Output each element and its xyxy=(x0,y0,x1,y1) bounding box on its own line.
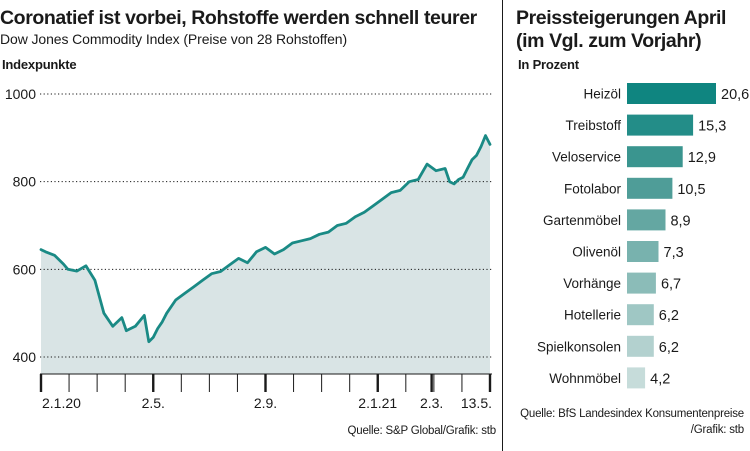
bar-value-label-3: 10,5 xyxy=(677,182,705,198)
y-tick-label-800: 800 xyxy=(13,174,37,190)
price-increase-panel: Preissteigerungen April (im Vgl. zum Vor… xyxy=(510,0,750,451)
bar-value-label-9: 4,2 xyxy=(650,371,670,387)
commodity-index-chart: 400 600 800 1000 2.1.20 2.5. 2.9. 2.1.21 2.3. 13.… xyxy=(5,86,492,411)
index-line xyxy=(39,134,492,344)
x-tick-label-5: 13.5. xyxy=(461,395,492,411)
bar-value-label-4: 8,9 xyxy=(670,213,690,229)
left-chart-source: Quelle: S&P Global/Grafik: stb xyxy=(347,425,497,437)
y-tick-label-600: 600 xyxy=(13,261,37,277)
bar-6 xyxy=(627,272,656,294)
x-tick-label-3: 2.1.21 xyxy=(358,395,397,411)
x-tick-label-4: 2.3. xyxy=(420,395,443,411)
commodity-index-panel: Coronatief ist vorbei, Rohstoffe werden … xyxy=(0,7,497,437)
x-tick-label-1: 2.5. xyxy=(142,395,165,411)
bar-value-label-1: 15,3 xyxy=(698,119,726,135)
panel-divider xyxy=(502,0,503,451)
bar-category-label-9: Wohnmöbel xyxy=(549,371,621,386)
bar-category-label-5: Olivenöl xyxy=(572,245,621,260)
right-chart-source: Quelle: BfS Landesindex Konsumentenpreis… xyxy=(520,408,744,436)
bar-1 xyxy=(627,114,694,136)
bar-4 xyxy=(627,209,666,231)
left-chart-subtitle: Dow Jones Commodity Index (Preise von 28… xyxy=(0,31,348,47)
bar-3 xyxy=(627,177,673,199)
x-tick-label-2: 2.9. xyxy=(254,395,277,411)
bar-value-label-7: 6,2 xyxy=(659,308,679,324)
bar-value-label-0: 20,6 xyxy=(721,87,749,103)
bar-category-label-6: Vorhänge xyxy=(563,276,621,291)
x-tick-label-0: 2.1.20 xyxy=(42,395,81,411)
bar-category-label-0: Heizöl xyxy=(583,87,621,102)
price-increase-chart: Heizöl 20,6 Treibstoff 15,3 Veloservice 12,9 F… xyxy=(537,83,749,389)
bar-7 xyxy=(627,304,654,326)
bar-8 xyxy=(627,335,654,357)
bar-value-label-6: 6,7 xyxy=(661,277,681,293)
right-chart-unit: In Prozent xyxy=(518,57,579,72)
bar-category-label-8: Spielkonsolen xyxy=(537,339,621,354)
left-chart-unit: Indexpunkte xyxy=(2,57,77,72)
bar-category-label-1: Treibstoff xyxy=(565,118,621,133)
right-chart-title: Preissteigerungen April (im Vgl. zum Vor… xyxy=(516,7,727,52)
y-tick-label-400: 400 xyxy=(13,349,37,365)
bar-2 xyxy=(627,146,683,168)
bar-category-label-4: Gartenmöbel xyxy=(543,213,621,228)
bar-category-label-2: Veloservice xyxy=(552,150,621,165)
y-tick-label-1000: 1000 xyxy=(5,86,36,102)
bar-category-label-3: Fotolabor xyxy=(564,181,622,196)
bar-value-label-2: 12,9 xyxy=(688,150,716,166)
bar-9 xyxy=(627,367,646,389)
left-chart-title: Coronatief ist vorbei, Rohstoffe werden … xyxy=(0,7,477,29)
bar-value-label-5: 7,3 xyxy=(664,245,684,261)
bar-value-label-8: 6,2 xyxy=(659,340,679,356)
index-area-fill xyxy=(41,135,490,374)
bar-0 xyxy=(627,83,716,104)
bar-5 xyxy=(627,241,659,262)
bar-category-label-7: Hotellerie xyxy=(564,308,621,323)
